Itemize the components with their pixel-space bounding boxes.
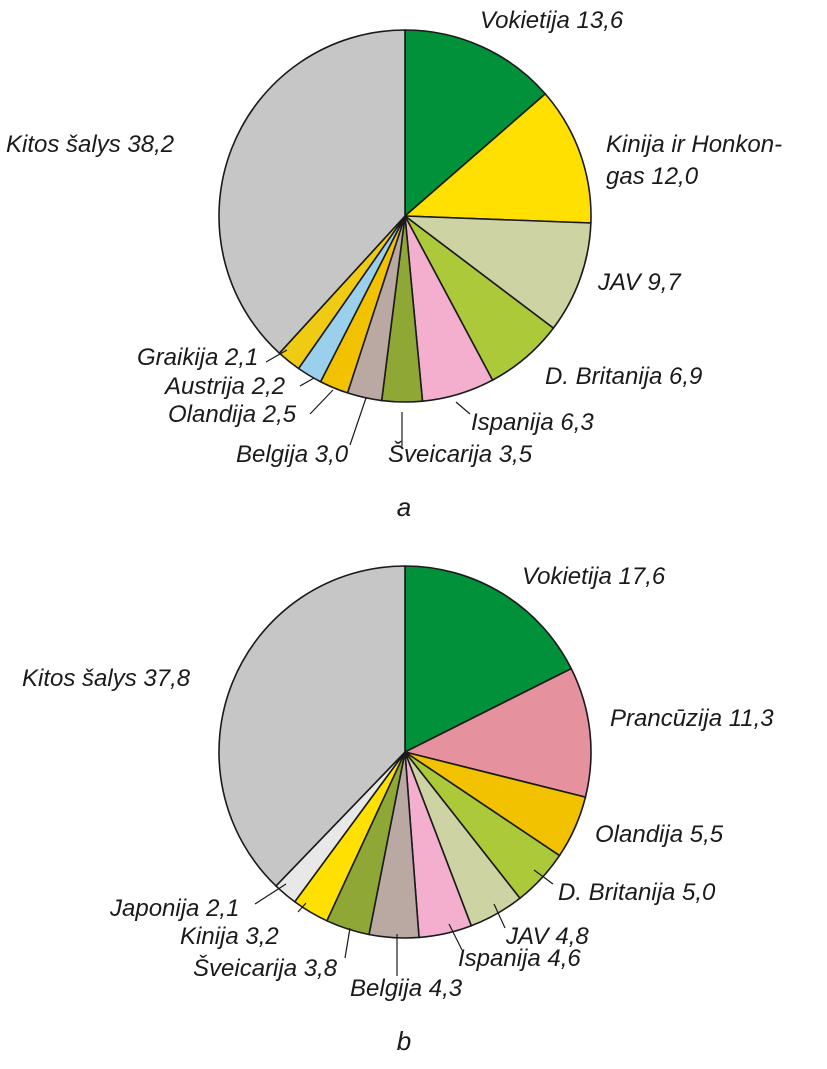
leader-ispanija bbox=[455, 401, 471, 415]
leader-japonija bbox=[254, 883, 287, 905]
slice-kinija-ir-honkongas bbox=[404, 93, 592, 224]
slice-kitos-salys bbox=[218, 565, 406, 887]
label-belgija: Belgija 4,3 bbox=[350, 975, 463, 1002]
label-d-britanija: D. Britanija 5,0 bbox=[558, 879, 716, 906]
label-ispanija: Ispanija 4,6 bbox=[458, 945, 581, 972]
label-vokietija: Vokietija 13,6 bbox=[480, 7, 624, 34]
leader-sveicarija bbox=[344, 927, 351, 959]
leader-austrija bbox=[299, 377, 315, 387]
leader-belgija bbox=[349, 397, 367, 446]
caption-a: a bbox=[397, 492, 411, 522]
label-sveicarija: Šveicarija 3,5 bbox=[388, 440, 533, 468]
label-d-britanija: D. Britanija 6,9 bbox=[545, 363, 702, 390]
label-kitos-salys: Kitos šalys 37,8 bbox=[22, 665, 191, 692]
label-kitos-salys: Kitos šalys 38,2 bbox=[6, 131, 174, 158]
slice-jav bbox=[404, 215, 592, 329]
leader-d-britanija bbox=[533, 869, 554, 885]
label-olandija: Olandija 5,5 bbox=[595, 821, 724, 848]
label-austrija: Austrija 2,2 bbox=[163, 373, 285, 400]
label-japonija: Japonija 2,1 bbox=[109, 895, 239, 922]
label-belgija: Belgija 3,0 bbox=[236, 441, 349, 468]
pie-chart-b: Vokietija 17,6 Prancūzija 11,3 Olandija 5,… bbox=[22, 563, 774, 1056]
caption-b: b bbox=[397, 1026, 411, 1056]
label-kinija-ir-honkongas-line2: gas 12,0 bbox=[606, 163, 699, 190]
leader-olandija bbox=[309, 389, 334, 415]
label-prancuzija: Prancūzija 11,3 bbox=[610, 705, 774, 732]
slice-vokietija bbox=[404, 565, 573, 753]
label-olandija: Olandija 2,5 bbox=[168, 401, 297, 428]
slice-kitos-salys bbox=[218, 29, 406, 354]
leader-kinija bbox=[297, 902, 307, 913]
leader-jav bbox=[493, 903, 506, 929]
label-jav: JAV 9,7 bbox=[597, 269, 682, 296]
label-kinija: Kinija 3,2 bbox=[180, 923, 279, 950]
leader-ispanija bbox=[448, 923, 463, 951]
label-graikija: Graikija 2,1 bbox=[137, 344, 258, 371]
pie-chart-a: Vokietija 13,6 Kinija ir Honkon-gas 12,0 J… bbox=[6, 7, 782, 522]
label-kinija-ir-honkongas-line1: Kinija ir Honkon- bbox=[606, 131, 782, 158]
label-vokietija: Vokietija 17,6 bbox=[522, 563, 666, 590]
label-jav: JAV 4,8 bbox=[505, 923, 589, 950]
leader-graikija bbox=[265, 349, 288, 363]
label-ispanija: Ispanija 6,3 bbox=[471, 409, 594, 436]
label-sveicarija: Šveicarija 3,8 bbox=[193, 954, 338, 982]
slice-vokietija bbox=[404, 29, 547, 217]
slice-prancuzija bbox=[404, 667, 592, 798]
